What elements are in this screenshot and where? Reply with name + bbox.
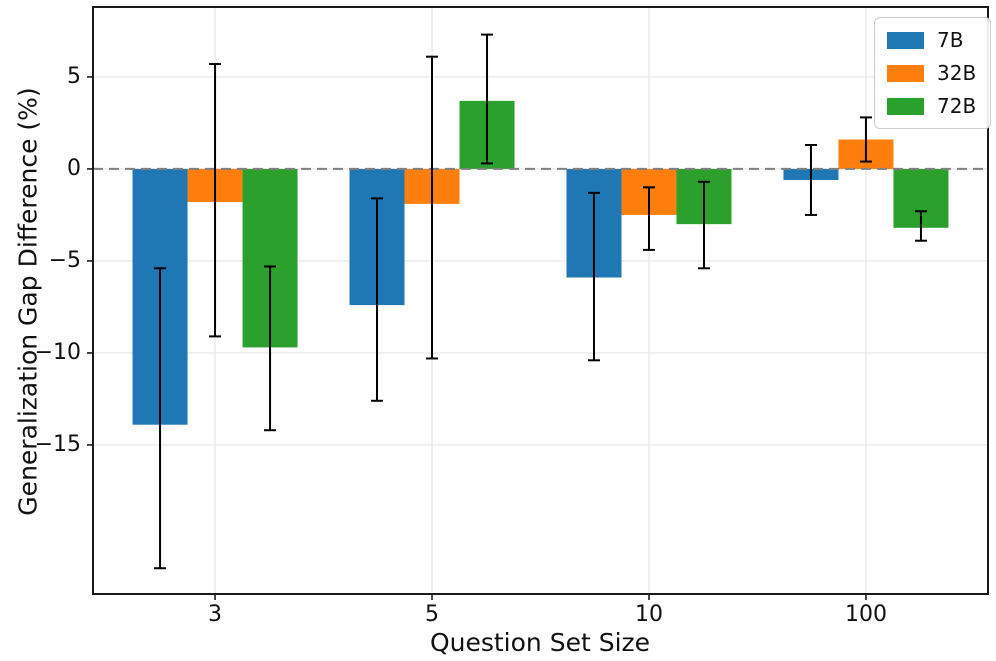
- x-tick-label: 3: [208, 602, 223, 627]
- y-tick-label: −15: [34, 431, 81, 457]
- y-tick-label: 5: [67, 63, 81, 89]
- legend-label-72b: 72B: [937, 94, 977, 118]
- y-tick-label: −5: [48, 247, 81, 273]
- legend: 7B 32B 72B: [874, 17, 992, 129]
- plot-border: [92, 6, 989, 595]
- x-axis-title: Question Set Size: [429, 628, 651, 657]
- x-tick-label: 5: [425, 602, 439, 627]
- y-axis-title: Generalization Gap Difference (%): [13, 87, 43, 516]
- x-tick-label: 100: [844, 602, 887, 627]
- legend-item-32b: 32B: [887, 61, 976, 85]
- legend-swatch-32b: [887, 64, 924, 82]
- y-tick-label: 0: [67, 155, 81, 181]
- legend-swatch-72b: [887, 97, 924, 115]
- y-tick-label: −10: [34, 339, 81, 365]
- legend-item-72b: 72B: [887, 94, 976, 118]
- legend-swatch-7b: [887, 31, 924, 49]
- legend-label-32b: 32B: [937, 61, 977, 85]
- x-tick-label: 10: [634, 602, 663, 627]
- legend-label-7b: 7B: [937, 28, 964, 52]
- legend-item-7b: 7B: [887, 28, 976, 52]
